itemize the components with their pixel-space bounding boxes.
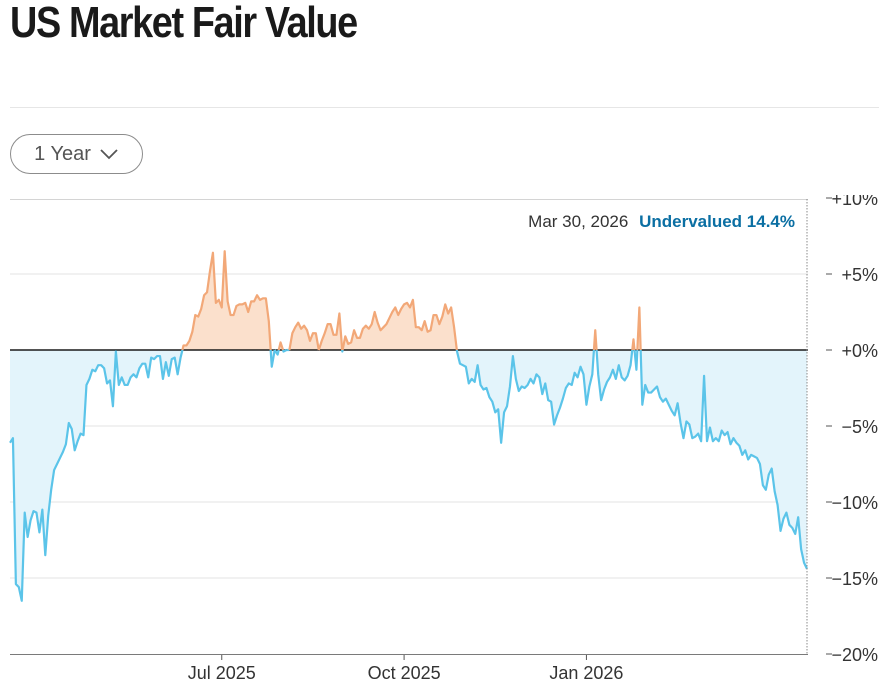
overvalued-line bbox=[317, 312, 344, 351]
overvalued-line bbox=[277, 341, 285, 351]
x-tick-label: Jul 2025 bbox=[188, 663, 256, 682]
undervalued-line bbox=[9, 349, 184, 602]
x-tick-label: Oct 2025 bbox=[368, 663, 441, 682]
page-title: US Market Fair Value bbox=[10, 0, 358, 47]
undervalued-area bbox=[10, 350, 183, 601]
overvalued-line bbox=[592, 329, 598, 351]
y-axis: +10% +5% +0% −5% −10% −15% −20% bbox=[826, 195, 878, 665]
readout-date: Mar 30, 2026 bbox=[528, 212, 628, 231]
gridlines bbox=[10, 273, 808, 579]
undervalued-line bbox=[281, 349, 287, 353]
fair-value-chart[interactable]: +10% +5% +0% −5% −10% −15% −20% Jul 2025 Oct 20… bbox=[0, 195, 891, 682]
y-tick-label: +10% bbox=[831, 195, 878, 209]
time-range-dropdown[interactable]: 1 Year bbox=[10, 134, 143, 174]
y-tick-label: −15% bbox=[831, 569, 878, 589]
undervalued-line bbox=[595, 349, 634, 402]
series-lines bbox=[9, 250, 808, 602]
chevron-down-icon bbox=[99, 148, 119, 160]
overvalued-area bbox=[289, 322, 319, 350]
y-tick-label: −20% bbox=[831, 645, 878, 665]
y-tick-label: +0% bbox=[841, 341, 878, 361]
readout: Mar 30, 2026 Undervalued 14.4% bbox=[528, 212, 795, 231]
overvalued-area bbox=[318, 313, 343, 350]
x-tick-label: Jan 2026 bbox=[549, 663, 623, 682]
y-tick-label: −10% bbox=[831, 493, 878, 513]
undervalued-line bbox=[455, 349, 596, 444]
undervalued-area bbox=[456, 350, 594, 443]
undervalued-line bbox=[273, 349, 280, 356]
undervalued-area bbox=[596, 350, 633, 401]
time-range-label: 1 Year bbox=[34, 142, 91, 165]
overvalued-line bbox=[181, 250, 272, 351]
undervalued-line bbox=[639, 349, 808, 570]
x-axis: Jul 2025 Oct 2025 Jan 2026 bbox=[188, 655, 623, 682]
overvalued-line bbox=[341, 298, 458, 351]
header-divider bbox=[10, 107, 879, 108]
y-tick-label: +5% bbox=[841, 265, 878, 285]
overvalued-line bbox=[631, 338, 636, 351]
overvalued-area bbox=[342, 299, 457, 350]
undervalued-line bbox=[269, 349, 276, 368]
overvalued-line bbox=[288, 321, 320, 351]
overvalued-line bbox=[636, 306, 642, 351]
undervalued-line bbox=[633, 349, 639, 371]
undervalued-area bbox=[640, 350, 807, 569]
y-tick-label: −5% bbox=[841, 417, 878, 437]
readout-status: Undervalued 14.4% bbox=[639, 212, 795, 231]
